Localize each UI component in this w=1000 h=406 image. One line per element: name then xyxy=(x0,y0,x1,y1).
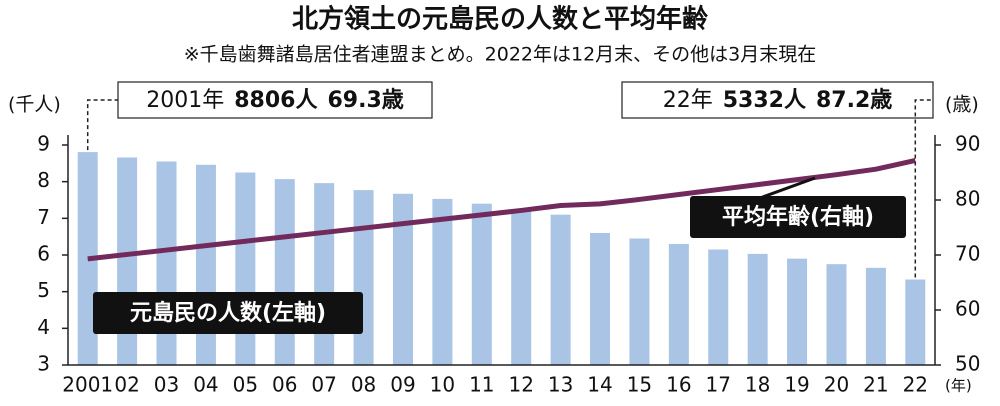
x-tick-label: 20 xyxy=(824,373,849,397)
x-tick-label: 06 xyxy=(272,373,297,397)
bar xyxy=(590,233,611,365)
annotation-box xyxy=(117,81,433,119)
x-tick-label: 11 xyxy=(469,373,494,397)
y-tick-label: 7 xyxy=(37,205,50,229)
x-tick-label: 07 xyxy=(311,373,336,397)
bar xyxy=(905,279,926,365)
bar xyxy=(708,249,729,365)
bar xyxy=(826,264,847,365)
series-label-box xyxy=(690,196,906,238)
y-tick-label: 6 xyxy=(37,242,50,266)
y-tick-label: 4 xyxy=(37,315,50,339)
bar xyxy=(668,244,689,365)
x-tick-label: 08 xyxy=(351,373,376,397)
line xyxy=(87,157,916,262)
series-label: 元島民の人数(左軸) xyxy=(130,300,326,326)
series-label: 平均年齢(右軸) xyxy=(722,204,874,230)
annotation-year: 22年 xyxy=(663,88,713,113)
bar xyxy=(274,179,295,365)
bar xyxy=(629,238,650,365)
annotation-year: 2001年 xyxy=(146,88,224,113)
bar xyxy=(471,203,492,365)
bar xyxy=(392,193,413,365)
y-tick-label: 3 xyxy=(37,352,50,376)
bar xyxy=(787,258,808,365)
y-tick-label: 5 xyxy=(37,278,50,302)
x-tick-label: 21 xyxy=(863,373,888,397)
chart-title: 北方領土の元島民の人数と平均年齢 xyxy=(292,4,709,35)
annotation: 2001年 8806人 69.3歳 xyxy=(146,88,404,113)
bar xyxy=(195,164,216,365)
bar xyxy=(353,190,374,365)
x-tick-label: 04 xyxy=(193,373,218,397)
y2-tick-label: 90 xyxy=(955,132,980,156)
bar xyxy=(550,214,571,365)
x-tick-label: 14 xyxy=(587,373,612,397)
bar xyxy=(156,161,177,365)
y2-tick-label: 50 xyxy=(955,352,980,376)
leader-line xyxy=(86,99,118,151)
y-tick-label: 9 xyxy=(37,132,50,156)
label-pointer xyxy=(759,176,816,200)
x-tick-label: 2001 xyxy=(62,373,113,397)
leader-line xyxy=(914,99,933,278)
x-tick-label: 22 xyxy=(903,373,928,397)
x-tick-label: 10 xyxy=(430,373,455,397)
y-tick-label: 8 xyxy=(37,168,50,192)
annotation-count: 5332人 xyxy=(723,88,806,113)
x-tick-label: 16 xyxy=(666,373,691,397)
annotation-count: 8806人 xyxy=(234,88,317,113)
x-tick-label: 17 xyxy=(706,373,731,397)
x-tick-label: 13 xyxy=(548,373,573,397)
annotation-age: 69.3歳 xyxy=(327,88,403,113)
series-label-box xyxy=(93,292,363,334)
bar xyxy=(511,211,532,365)
bar xyxy=(432,198,453,365)
x-tick-label: 15 xyxy=(627,373,652,397)
bar xyxy=(747,253,768,365)
x-axis-unit: (年) xyxy=(945,377,972,395)
x-tick-label: 19 xyxy=(784,373,809,397)
bar xyxy=(865,267,886,365)
x-tick-label: 18 xyxy=(745,373,770,397)
x-tick-label: 09 xyxy=(390,373,415,397)
y-axis-unit: (千人) xyxy=(8,94,61,116)
y2-tick-label: 80 xyxy=(955,187,980,211)
annotation: 22年 5332人 87.2歳 xyxy=(663,88,893,113)
x-tick-label: 05 xyxy=(233,373,258,397)
bar xyxy=(235,172,256,365)
y2-tick-label: 60 xyxy=(955,297,980,321)
x-tick-label: 12 xyxy=(508,373,533,397)
chart-subtitle: ※千島歯舞諸島居住者連盟まとめ。2022年は12月末、その他は3月末現在 xyxy=(184,44,817,66)
y2-axis-unit: (歳) xyxy=(945,94,979,116)
x-tick-label: 03 xyxy=(154,373,179,397)
annotation-box xyxy=(621,81,934,119)
y2-tick-label: 70 xyxy=(955,242,980,266)
bar xyxy=(314,183,335,365)
x-tick-label: 02 xyxy=(114,373,139,397)
annotation-age: 87.2歳 xyxy=(816,88,892,113)
